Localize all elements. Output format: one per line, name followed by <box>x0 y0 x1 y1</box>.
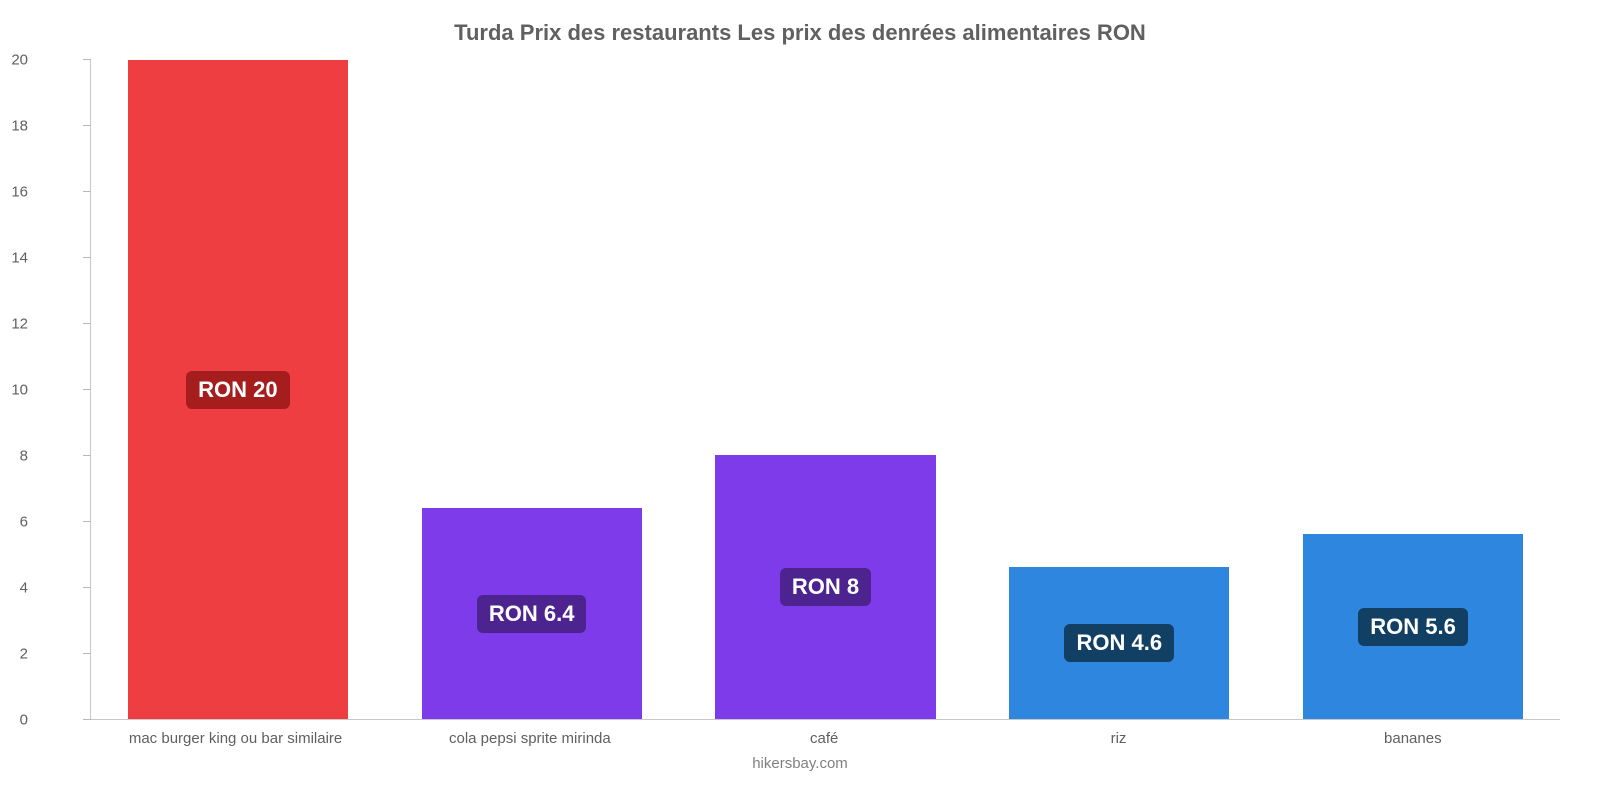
y-tick-label: 0 <box>20 712 40 729</box>
y-tick-label: 4 <box>20 580 40 597</box>
x-axis-label: café <box>677 720 971 747</box>
x-axis-label: bananes <box>1266 720 1560 747</box>
y-tick <box>83 59 91 60</box>
chart-title: Turda Prix des restaurants Les prix des … <box>40 20 1560 46</box>
bar: RON 20 <box>128 60 348 719</box>
y-tick-label: 20 <box>11 52 40 69</box>
y-tick <box>83 587 91 588</box>
bars-row: RON 20 RON 6.4 RON 8 RON 4.6 RON 5.6 <box>91 60 1560 719</box>
value-badge: RON 20 <box>186 371 289 409</box>
y-tick <box>83 653 91 654</box>
y-tick <box>83 455 91 456</box>
bar: RON 6.4 <box>422 508 642 719</box>
bar-slot: RON 6.4 <box>385 60 679 719</box>
y-tick-label: 8 <box>20 448 40 465</box>
value-badge: RON 4.6 <box>1064 624 1174 662</box>
value-badge: RON 6.4 <box>477 595 587 633</box>
value-badge: RON 8 <box>780 568 871 606</box>
bar: RON 8 <box>715 455 935 719</box>
x-axis-label: cola pepsi sprite mirinda <box>383 720 677 747</box>
plot-area: RON 20 RON 6.4 RON 8 RON 4.6 RON 5.6 <box>90 60 1560 720</box>
y-tick <box>83 191 91 192</box>
x-axis-label: riz <box>971 720 1265 747</box>
y-tick-label: 6 <box>20 514 40 531</box>
x-axis-labels: mac burger king ou bar similairecola pep… <box>88 720 1560 747</box>
y-tick-label: 18 <box>11 118 40 135</box>
y-tick-label: 2 <box>20 646 40 663</box>
price-chart: Turda Prix des restaurants Les prix des … <box>0 0 1600 800</box>
y-tick <box>83 719 91 720</box>
y-tick <box>83 521 91 522</box>
y-tick-label: 12 <box>11 316 40 333</box>
y-tick <box>83 323 91 324</box>
y-axis-gutter: 02468101214161820 <box>40 60 90 720</box>
y-tick-label: 16 <box>11 184 40 201</box>
bar: RON 5.6 <box>1303 534 1523 719</box>
y-tick <box>83 257 91 258</box>
x-axis-label: mac burger king ou bar similaire <box>88 720 382 747</box>
value-badge: RON 5.6 <box>1358 608 1468 646</box>
bar-slot: RON 8 <box>679 60 973 719</box>
bar-slot: RON 20 <box>91 60 385 719</box>
y-tick-label: 14 <box>11 250 40 267</box>
y-tick <box>83 125 91 126</box>
bar-slot: RON 4.6 <box>972 60 1266 719</box>
attribution-text: hikersbay.com <box>40 755 1560 772</box>
bar-slot: RON 5.6 <box>1266 60 1560 719</box>
y-tick <box>83 389 91 390</box>
bar: RON 4.6 <box>1009 567 1229 719</box>
y-tick-label: 10 <box>11 382 40 399</box>
